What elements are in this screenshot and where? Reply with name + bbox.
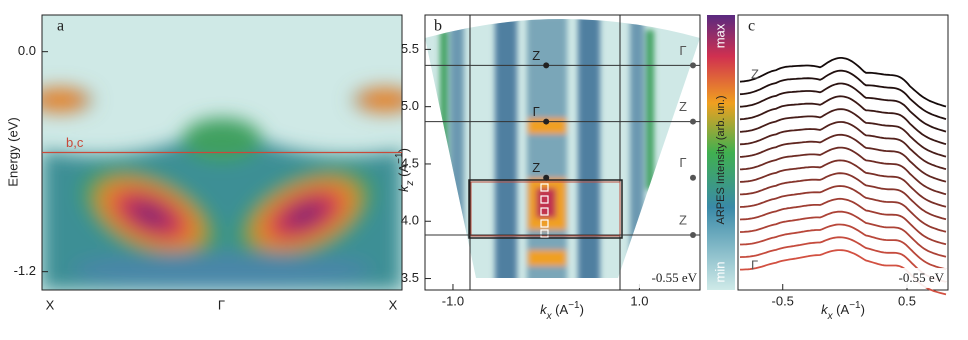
- y-axis-label: Energy (eV): [5, 117, 20, 186]
- annotation: b,c: [66, 135, 84, 150]
- kz-point: [543, 174, 550, 181]
- curve: [739, 185, 947, 233]
- label-part: k: [821, 302, 829, 317]
- colorbar: [707, 15, 735, 290]
- curve: [740, 223, 947, 271]
- kz-point: [690, 118, 696, 125]
- x-tick-label: -0.5: [772, 293, 794, 308]
- panel-b-image: [425, 19, 700, 278]
- label-part: −1: [849, 300, 861, 311]
- top-label: Z: [751, 66, 759, 81]
- curve: [740, 172, 947, 221]
- y-tick-label: -1.2: [14, 263, 36, 278]
- x-axis-label: kx (A−1): [540, 300, 584, 322]
- kz-point: [690, 174, 696, 181]
- kz-point: [543, 62, 550, 69]
- curve: [739, 121, 947, 170]
- bottom-label: Γ: [751, 257, 758, 272]
- curve: [739, 108, 947, 158]
- kz-point: [690, 62, 696, 69]
- panel-a-image: [42, 15, 402, 290]
- label-part: ): [580, 302, 584, 317]
- label-part: −1: [394, 152, 405, 164]
- x-tick-label: 0.5: [898, 293, 916, 308]
- y-tick-label: 0.0: [18, 43, 36, 58]
- curve: [739, 197, 947, 246]
- x-tick-label: X: [46, 297, 55, 312]
- y-tick-label: 4.0: [401, 213, 419, 228]
- curve: [739, 82, 947, 133]
- curve: [739, 159, 947, 208]
- label-part: (A: [833, 302, 850, 317]
- label-part: ): [396, 148, 411, 152]
- y-axis-label: kz (A−1): [394, 148, 416, 192]
- label-part: k: [396, 184, 411, 192]
- label-part: (A: [552, 302, 569, 317]
- kz-point: [543, 118, 550, 125]
- y-tick-label: 5.5: [401, 41, 419, 56]
- label-bg: [633, 268, 699, 288]
- x-tick-label: -1.0: [442, 293, 464, 308]
- panel-label: a: [57, 18, 64, 35]
- waterfall-curves: [739, 57, 947, 296]
- kz-label: Γ: [679, 155, 686, 170]
- panel-label: c: [748, 18, 755, 35]
- curve: [739, 146, 947, 196]
- label-bg: [880, 268, 946, 288]
- kz-label: Z: [532, 48, 540, 63]
- colorbar-max: max: [712, 23, 727, 48]
- curve: [739, 57, 947, 108]
- energy-label: -0.55 eV: [652, 270, 698, 285]
- label-part: x: [546, 311, 553, 322]
- label-part: (A: [396, 163, 411, 180]
- y-tick-label: 4.5: [401, 155, 419, 170]
- label-part: z: [405, 180, 416, 186]
- colorbar-min: min: [712, 262, 727, 283]
- x-tick-label: X: [389, 297, 398, 312]
- energy-label: -0.55 eV: [899, 270, 945, 285]
- curve: [739, 69, 947, 120]
- label-part: x: [827, 311, 834, 322]
- kz-label: Z: [679, 99, 687, 114]
- colorbar-label: ARPES Intensity (arb. un.): [715, 96, 727, 225]
- kz-label: Γ: [679, 43, 686, 58]
- x-axis-label: kx (A−1): [821, 300, 865, 322]
- curve: [739, 236, 947, 283]
- curve: [739, 133, 947, 183]
- x-tick-label: 1.0: [630, 293, 648, 308]
- panel-b-boxes: [424, 14, 701, 291]
- label-part: k: [540, 302, 548, 317]
- x-tick-label: Γ: [218, 297, 225, 312]
- curve: [739, 95, 947, 145]
- y-tick-label: 5.0: [401, 98, 419, 113]
- label-part: −1: [568, 300, 580, 311]
- kz-point: [690, 232, 696, 238]
- panel-c-frame: [737, 14, 949, 291]
- curve: [740, 210, 947, 258]
- label-part: ): [861, 302, 865, 317]
- panel-label: b: [434, 18, 442, 35]
- kz-label: Z: [532, 160, 540, 175]
- kz-label: Γ: [533, 104, 540, 119]
- y-tick-label: 3.5: [401, 270, 419, 285]
- kz-label: Z: [679, 212, 687, 227]
